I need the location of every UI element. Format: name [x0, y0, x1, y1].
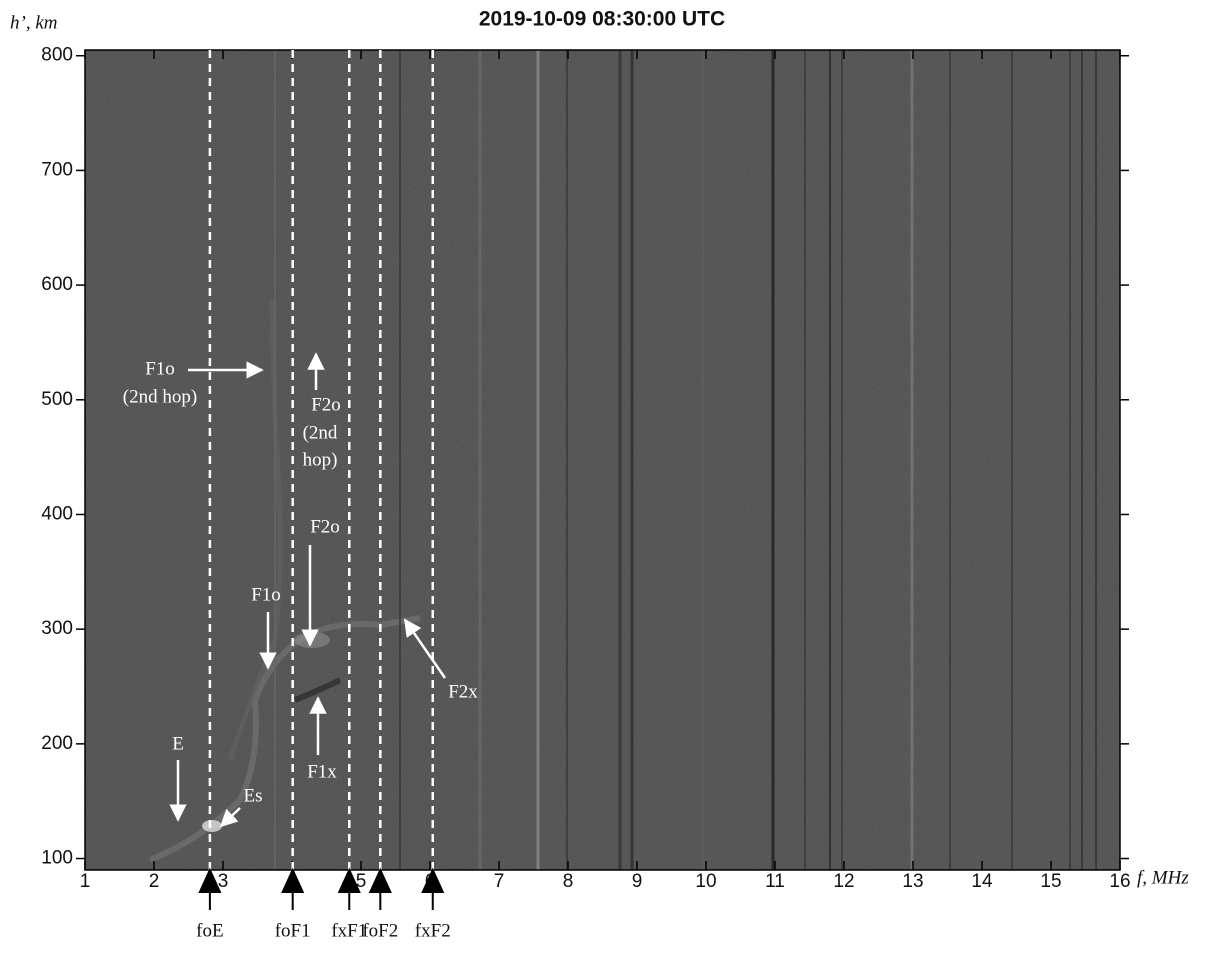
y-tick-label: 100	[41, 848, 73, 869]
x-tick-label: 13	[902, 871, 923, 892]
y-tick-label: 800	[41, 45, 73, 66]
plot-frame	[84, 49, 1121, 871]
annotations: F1o (2nd hop) F2o (2nd hop) F2o F1o F1x …	[123, 358, 478, 806]
critical-frequency-label: foF1	[275, 920, 311, 941]
y-tick-label: 700	[41, 159, 73, 180]
annotation: hop)	[303, 449, 338, 470]
y-tick-label: 500	[41, 389, 73, 410]
x-tick-label: 2	[149, 871, 160, 892]
arrow	[403, 618, 447, 679]
x-tick-label: 16	[1109, 871, 1130, 892]
x-tick-label: 15	[1040, 871, 1061, 892]
annotation: (2nd	[303, 422, 338, 443]
x-tick-label: 3	[218, 871, 229, 892]
annotation: E	[172, 733, 184, 754]
chart-title: 2019-10-09 08:30:00 UTC	[479, 8, 725, 31]
x-tick-label: 10	[695, 871, 716, 892]
x-tick-label: 7	[494, 871, 505, 892]
annotation: F2o	[311, 394, 341, 415]
critical-frequency-arrow	[281, 867, 305, 910]
x-tick-label: 12	[833, 871, 854, 892]
critical-frequency-arrow	[337, 867, 361, 910]
x-tick-label: 11	[765, 871, 785, 892]
x-tick-label: 1	[80, 871, 91, 892]
annotation: F1o	[251, 584, 281, 605]
annotation: F2o	[310, 516, 340, 537]
arrow	[219, 807, 241, 828]
y-tick-label: 600	[41, 274, 73, 295]
x-tick-label: 14	[971, 871, 993, 892]
annotation: Es	[244, 785, 263, 806]
y-tick-label: 300	[41, 618, 73, 639]
y-axis-label: h’, km	[10, 12, 57, 33]
x-axis-label: f, MHz	[1137, 867, 1189, 888]
plot-background	[85, 50, 1120, 870]
critical-frequency-label: foE	[196, 920, 223, 941]
critical-frequency-label: fxF2	[415, 920, 451, 941]
annotation-arrows	[169, 352, 447, 828]
y-tick-label: 400	[41, 503, 73, 524]
critical-frequency-arrow	[368, 867, 392, 910]
annotation: F1o	[145, 358, 175, 379]
critical-frequency-label: foF2	[362, 920, 398, 941]
annotation: F1x	[307, 761, 337, 782]
annotation: F2x	[448, 681, 478, 702]
critical-frequency-label: fxF1	[331, 920, 367, 941]
annotation: (2nd hop)	[123, 386, 197, 407]
x-tick-label: 9	[632, 871, 643, 892]
critical-frequency-arrow	[198, 867, 222, 910]
critical-frequency-arrow	[421, 867, 445, 910]
y-tick-label: 200	[41, 733, 73, 754]
x-tick-label: 8	[563, 871, 574, 892]
x-tick-label: 5	[356, 871, 367, 892]
